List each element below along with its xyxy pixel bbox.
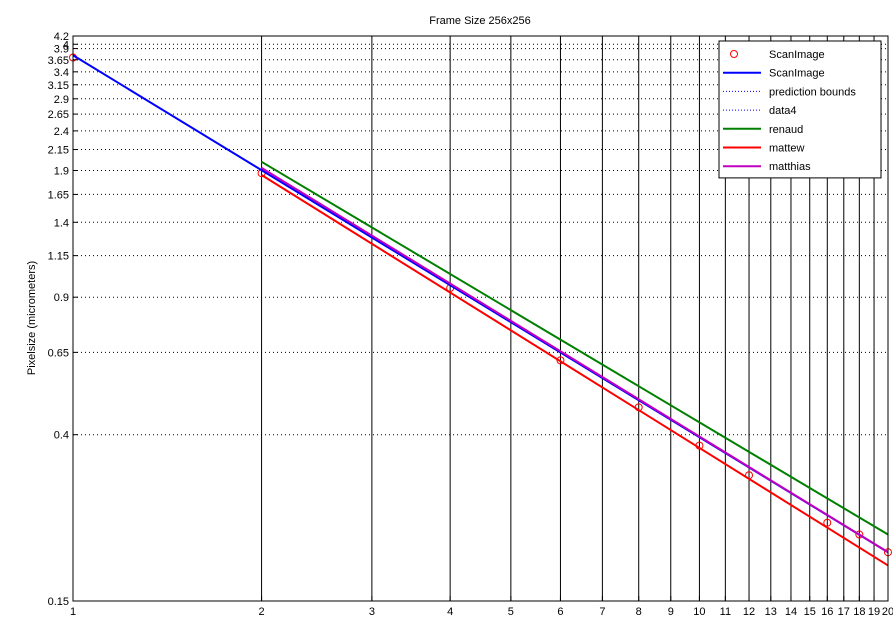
x-tick-label: 5 (508, 606, 514, 618)
y-tick-label: 0.4 (54, 430, 69, 442)
y-tick-label: 0.15 (48, 596, 69, 608)
x-tick-label: 8 (636, 606, 642, 618)
legend-box (718, 40, 882, 179)
y-tick-label: 2.9 (54, 94, 69, 106)
y-tick-label: 2.65 (48, 109, 69, 121)
y-tick-label: 1.9 (54, 165, 69, 177)
x-tick-label: 15 (804, 606, 816, 618)
data-point-scanimage (823, 518, 832, 527)
y-tick-label: 1.4 (54, 217, 69, 229)
series-line-matthias (261, 166, 889, 554)
y-tick-label: 2.4 (54, 126, 69, 138)
y-tick-label: 1.65 (48, 189, 69, 201)
x-tick-label: 19 (868, 606, 880, 618)
x-tick-label: 2 (259, 606, 265, 618)
legend-label: prediction bounds (769, 86, 856, 98)
y-tick-label: 3.65 (48, 55, 69, 67)
grid (73, 36, 888, 601)
x-tick-label: 12 (743, 606, 755, 618)
legend-marker (730, 50, 738, 58)
y-tick-label: 1.15 (48, 251, 69, 263)
legend-label: ScanImage (769, 49, 825, 61)
x-tick-label: 3 (369, 606, 375, 618)
x-tick-label: 6 (557, 606, 563, 618)
x-tick-label: 16 (821, 606, 833, 618)
legend-label: ScanImage (769, 68, 825, 80)
x-tick-label: 14 (785, 606, 797, 618)
x-tick-label: 18 (853, 606, 865, 618)
legend-label: renaud (769, 124, 803, 136)
x-tick-label: 13 (765, 606, 777, 618)
series-group (69, 53, 892, 567)
x-tick-label: 20 (882, 606, 893, 618)
y-tick-label: 3.9 (54, 44, 69, 56)
x-tick-label: 1 (70, 606, 76, 618)
x-tick-label: 10 (693, 606, 705, 618)
x-tick-label: 11 (720, 606, 731, 618)
x-tick-label: 9 (668, 606, 674, 618)
series-line-mattew (261, 174, 889, 567)
plot-frame (72, 35, 889, 602)
y-tick-label: 3.15 (48, 80, 69, 92)
x-tick-label: 7 (599, 606, 605, 618)
data-point-scanimage (556, 356, 565, 365)
legend-label: data4 (769, 105, 797, 117)
legend-label: matthias (769, 161, 811, 173)
data-point-scanimage (855, 530, 864, 539)
y-axis-label: Pixelsize (micrometers) (26, 261, 38, 375)
x-tick-label: 4 (447, 606, 453, 618)
legend: ScanImage ScanImage prediction bounds data4… (718, 40, 882, 179)
y-axis: 0.15 0.4 0.65 0.9 1.15 1.4 1.65 1.9 2.15 2.4 2.65 2… (48, 31, 78, 608)
chart-title: Frame Size 256x256 (429, 15, 531, 27)
y-tick-label: 4.2 (54, 31, 69, 43)
y-tick-label: 4 (63, 39, 69, 51)
y-tick-label: 3.4 (54, 67, 69, 79)
y-tick-label: 2.15 (48, 145, 69, 157)
y-tick-label: 0.65 (48, 347, 69, 359)
x-tick-label: 17 (838, 606, 850, 618)
x-axis: 1 2 3 4 5 6 7 8 9 10 11 12 13 14 15 16 17 18 19 20 (70, 596, 893, 618)
y-tick-label: 0.9 (54, 292, 69, 304)
series-line-renaud (261, 160, 889, 536)
legend-label: mattew (769, 143, 805, 155)
